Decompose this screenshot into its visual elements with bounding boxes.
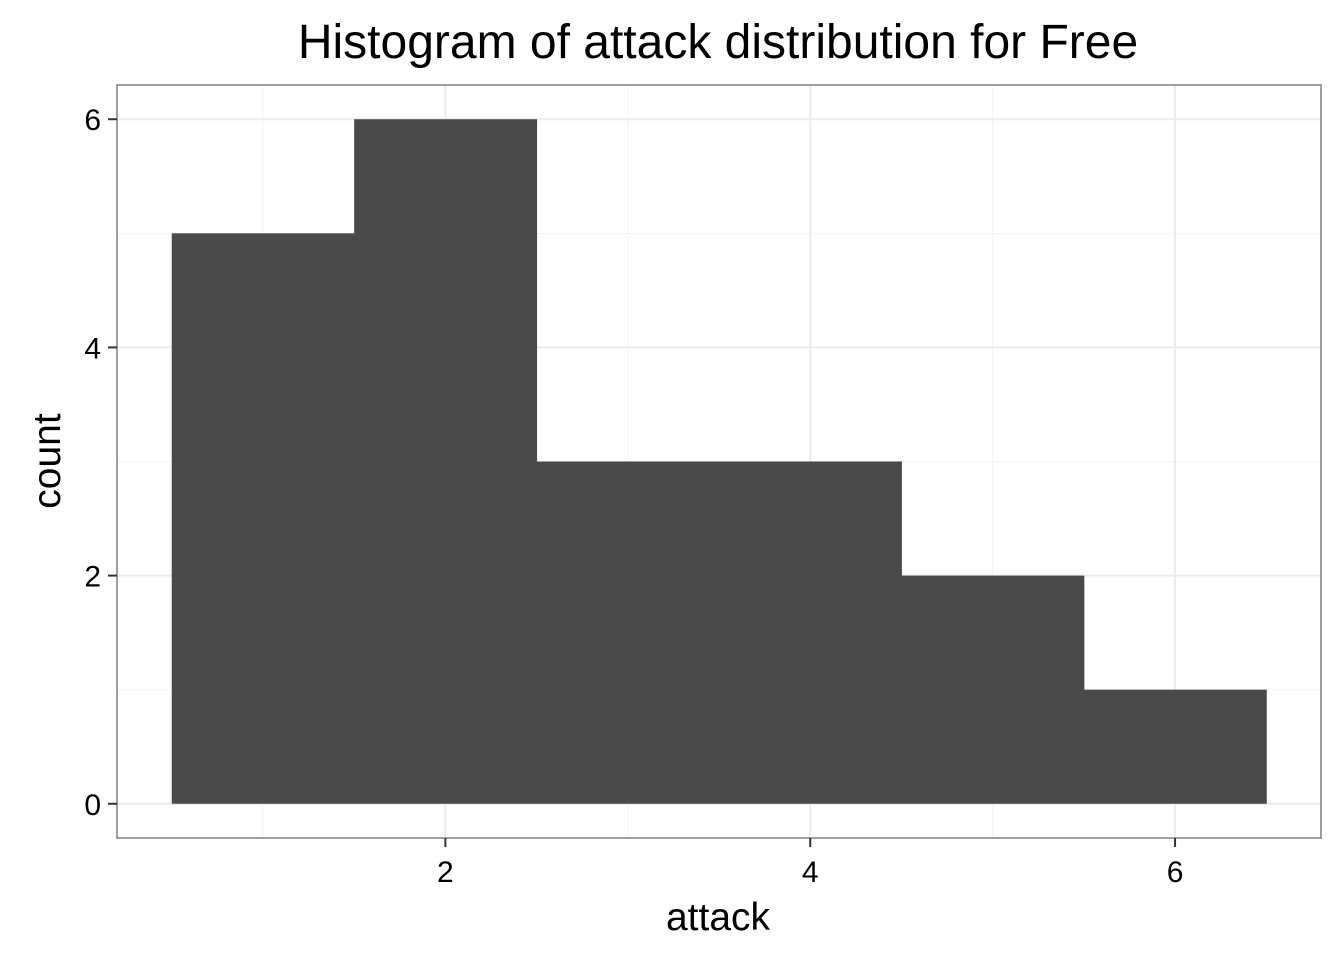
y-tick-label: 2 (84, 561, 101, 594)
histogram-bar-2 (354, 119, 538, 804)
bars-group (171, 119, 1267, 804)
y-tick-label: 0 (84, 789, 101, 822)
x-tick-label: 6 (1167, 856, 1184, 889)
x-tick-label: 2 (437, 856, 454, 889)
x-axis: 2 4 6 (437, 838, 1183, 889)
histogram-bar-1 (171, 233, 355, 804)
histogram-bar-6 (1083, 689, 1267, 804)
x-axis-title: attack (666, 896, 771, 939)
x-tick-label: 4 (802, 856, 819, 889)
panel-border (116, 84, 1322, 839)
histogram-bar-5 (901, 575, 1085, 804)
y-tick-label: 4 (84, 332, 101, 365)
y-axis-title: count (26, 413, 69, 509)
histogram-bar-3 (536, 461, 720, 804)
y-tick-label: 6 (84, 104, 101, 137)
chart-title: Histogram of attack distribution for Fre… (298, 16, 1138, 69)
y-axis: 0 2 4 6 (84, 104, 117, 822)
histogram-bar-4 (719, 461, 902, 804)
